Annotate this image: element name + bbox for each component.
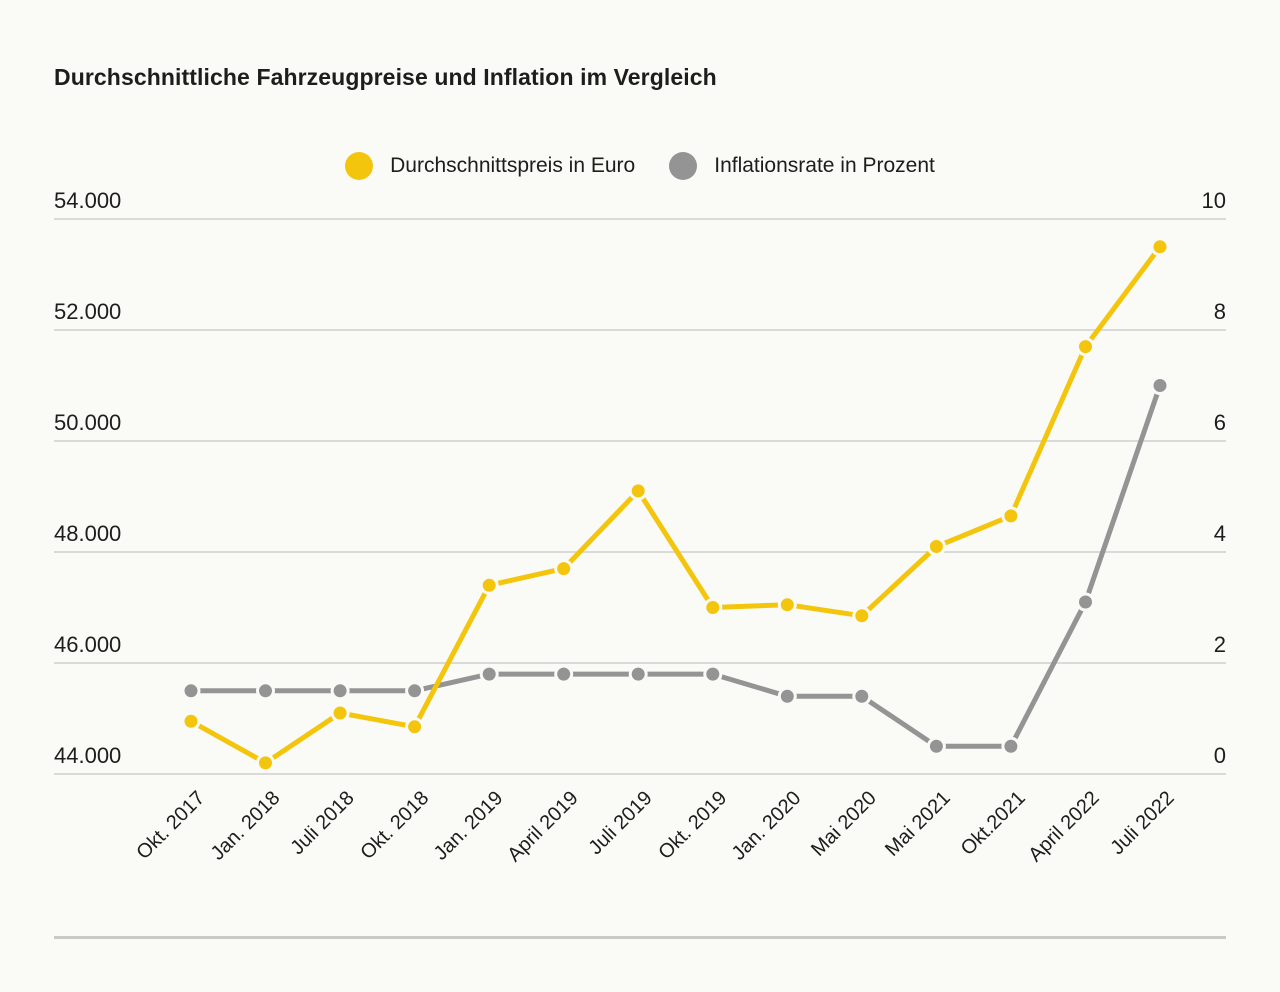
data-point-price: [703, 598, 723, 617]
price-series-dot-icon: [345, 152, 374, 180]
y-axis-tick-right: 6: [1213, 410, 1226, 435]
data-point-price: [852, 606, 872, 626]
legend-label-price: Durchschnittspreis in Euro: [390, 154, 636, 177]
data-point-inflation: [405, 681, 425, 701]
data-point-inflation: [256, 681, 275, 701]
data-point-inflation: [479, 664, 499, 684]
data-point-price: [628, 481, 648, 501]
y-axis-tick-left: 50.000: [54, 410, 122, 435]
y-axis-tick-left: 54.000: [54, 188, 122, 213]
data-point-inflation: [852, 686, 872, 706]
y-axis-tick-right: 0: [1213, 743, 1226, 768]
data-point-price: [926, 537, 946, 556]
y-axis-tick-right: 8: [1213, 299, 1226, 324]
chart-title: Durchschnittliche Fahrzeugpreise und Inf…: [54, 64, 717, 90]
data-point-inflation: [330, 681, 350, 701]
bottom-divider: [54, 936, 1226, 939]
data-point-price: [1150, 237, 1170, 257]
data-point-inflation: [554, 664, 574, 684]
data-point-price: [181, 711, 201, 731]
y-axis-tick-left: 48.000: [54, 521, 122, 546]
data-point-inflation: [181, 681, 201, 701]
data-point-price: [777, 595, 797, 615]
data-point-price: [479, 575, 499, 595]
series-line-inflation: [188, 383, 1163, 749]
data-point-price: [256, 753, 275, 773]
legend-label-inflation: Inflationsrate in Prozent: [714, 154, 935, 177]
data-point-inflation: [703, 664, 723, 684]
data-point-inflation: [926, 736, 946, 756]
y-axis-tick-left: 46.000: [54, 632, 122, 657]
data-point-inflation: [777, 686, 797, 706]
data-point-inflation: [1001, 736, 1021, 756]
y-axis-tick-left: 52.000: [54, 299, 122, 324]
data-point-price: [1076, 337, 1095, 357]
y-axis-tick-right: 10: [1201, 188, 1226, 213]
legend-item-price: Durchschnittspreis in Euro: [345, 152, 635, 180]
inflation-series-dot-icon: [669, 152, 698, 180]
y-axis-tick-left: 44.000: [54, 743, 122, 768]
legend: Durchschnittspreis in Euro Inflationsrat…: [54, 152, 1226, 180]
y-axis-tick-right: 4: [1213, 521, 1226, 546]
data-point-price: [330, 703, 350, 723]
data-point-inflation: [628, 664, 648, 684]
series-line-price: [188, 244, 1163, 766]
data-point-price: [554, 559, 574, 579]
data-point-price: [1001, 506, 1021, 526]
data-point-inflation: [1150, 376, 1170, 395]
y-axis-tick-right: 2: [1213, 632, 1226, 657]
legend-item-inflation: Inflationsrate in Prozent: [669, 152, 935, 180]
data-point-inflation: [1076, 592, 1095, 612]
data-point-price: [405, 717, 425, 737]
